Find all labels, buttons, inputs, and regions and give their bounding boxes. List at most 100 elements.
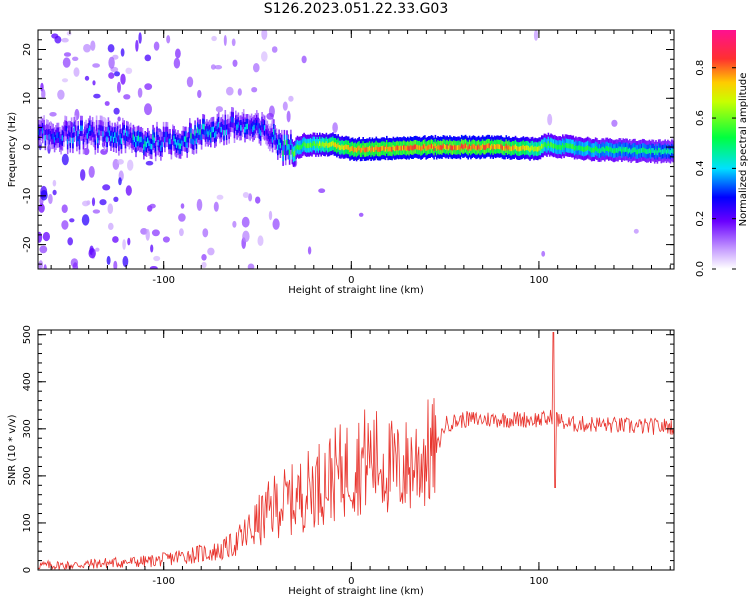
ridge-core: [396, 145, 399, 150]
ridge-core: [175, 142, 178, 148]
colorbar-gradient: [712, 30, 736, 269]
ridge-core: [295, 145, 297, 151]
noise-blob: [125, 185, 132, 196]
ridge-core: [136, 136, 139, 142]
noise-blob: [151, 229, 160, 237]
ridge-core: [123, 129, 125, 136]
ridge-core: [387, 146, 389, 152]
ridge-core: [622, 146, 624, 152]
ridge-core: [630, 149, 632, 155]
ridge-core: [135, 141, 137, 148]
ridge-core: [661, 149, 664, 154]
snr-y-tick-label: 200: [22, 466, 33, 485]
ridge-core: [468, 144, 471, 149]
ridge-core: [91, 126, 94, 133]
ridge-core: [329, 142, 332, 147]
ridge-core: [275, 138, 278, 144]
colorbar-tick-label: 0.6: [695, 110, 706, 126]
ridge-core: [417, 145, 420, 151]
ridge-core: [617, 148, 619, 153]
noise-blob: [178, 213, 186, 222]
ridge-core: [390, 146, 392, 152]
ridge-core: [93, 131, 95, 138]
ridge-core: [199, 129, 202, 135]
ridge-core: [321, 141, 324, 147]
ridge-core: [560, 145, 563, 151]
noise-blob: [61, 37, 69, 43]
ridge-core: [90, 129, 93, 136]
noise-blob: [43, 264, 47, 269]
noise-blob: [271, 46, 278, 53]
noise-blob: [248, 193, 253, 202]
ridge-core: [552, 143, 555, 149]
ridge-core: [542, 143, 544, 149]
noise-blob: [117, 116, 121, 122]
noise-blob: [112, 236, 119, 243]
ridge-core: [475, 145, 477, 151]
ridge-core: [563, 144, 565, 150]
ridge-core: [353, 147, 355, 153]
noise-blob: [122, 239, 126, 250]
ridge-core: [546, 143, 548, 149]
noise-blob: [90, 40, 96, 51]
ridge-core: [193, 139, 195, 145]
ridge-core: [605, 146, 607, 151]
ridge-core: [488, 143, 491, 149]
noise-blob: [216, 194, 224, 200]
ridge-core: [513, 145, 515, 151]
noise-blob: [52, 179, 57, 187]
ridge-core: [541, 143, 543, 149]
ridge-core: [158, 141, 161, 148]
ridge-core: [323, 142, 325, 148]
ridge-core: [565, 143, 568, 148]
ridge-core: [596, 146, 598, 152]
ridge-core: [392, 145, 395, 151]
spectrogram-x-tick-label: 0: [348, 275, 354, 286]
noise-blob: [38, 231, 43, 243]
ridge-core: [652, 148, 655, 153]
snr-y-tick-label: 100: [22, 513, 33, 532]
ridge-core: [333, 142, 336, 148]
ridge-core: [85, 129, 87, 136]
ridge-core: [56, 132, 58, 138]
ridge-core: [606, 146, 609, 151]
ridge-core: [401, 145, 404, 151]
ridge-core: [97, 137, 99, 144]
ridge-core: [78, 139, 81, 145]
noise-blob: [288, 95, 294, 102]
ridge-core: [538, 145, 540, 151]
spectrogram-heatmap: [38, 30, 674, 269]
noise-blob: [237, 88, 242, 96]
noise-blob: [61, 204, 68, 213]
ridge-core: [152, 134, 154, 141]
noise-blob: [196, 198, 203, 211]
ridge-core: [206, 128, 208, 135]
ridge-core: [265, 129, 267, 135]
ridge-core: [346, 144, 349, 150]
noise-blob: [52, 189, 57, 196]
noise-blob: [120, 73, 126, 85]
ridge-core: [558, 144, 560, 150]
noise-blob: [145, 160, 154, 166]
ridge-core: [502, 145, 505, 151]
ridge-core: [59, 136, 61, 143]
ridge-core: [500, 143, 502, 149]
noise-blob: [92, 63, 100, 68]
ridge-core: [639, 148, 642, 154]
ridge-core: [493, 144, 496, 149]
ridge-core: [122, 127, 124, 134]
noise-blob: [179, 228, 184, 237]
noise-blob: [72, 56, 79, 61]
ridge-core: [315, 143, 317, 149]
ridge-core: [455, 145, 458, 151]
ridge-core: [667, 148, 669, 154]
ridge-core: [102, 131, 104, 137]
ridge-core: [380, 146, 383, 151]
spectrogram-x-axis-label: Height of straight line (km): [288, 285, 424, 296]
noise-blob: [251, 87, 258, 93]
noise-blob: [197, 89, 202, 99]
ridge-core: [636, 149, 639, 155]
ridge-core: [341, 144, 343, 150]
ridge-core: [426, 145, 429, 151]
